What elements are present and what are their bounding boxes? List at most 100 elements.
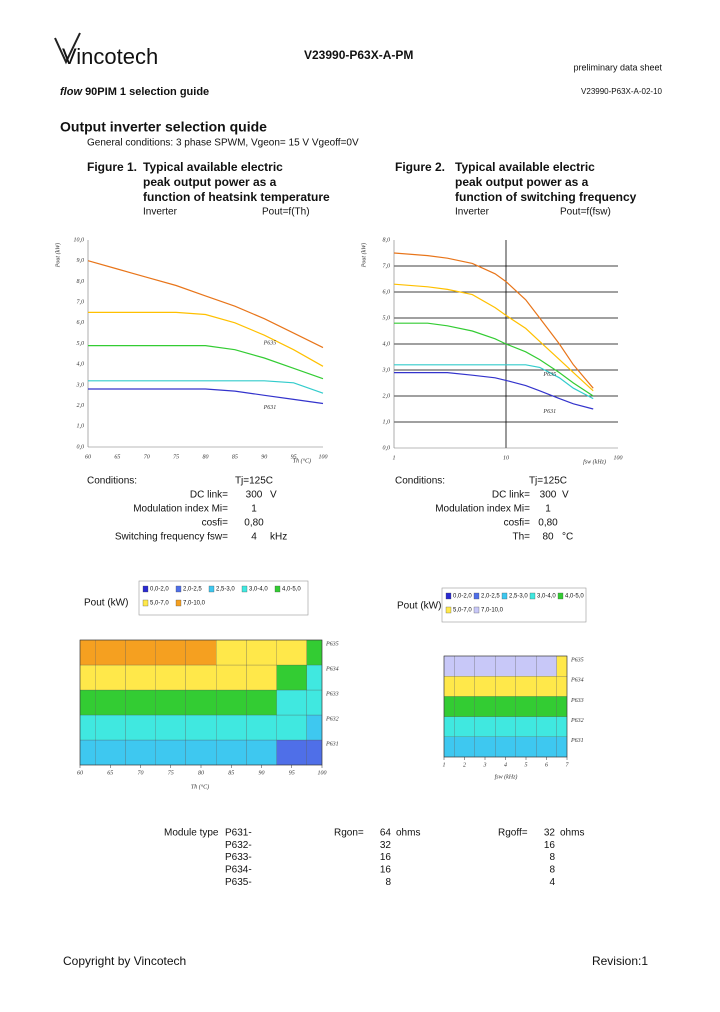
legend-label: 2,0-2,5 — [183, 587, 202, 593]
heat-cell — [95, 689, 126, 716]
heat-cell — [246, 639, 277, 666]
heat-cell — [185, 714, 217, 741]
x-tick-label: 95 — [291, 454, 297, 460]
heat-cell — [155, 664, 186, 691]
heat-cell — [536, 716, 557, 737]
heat-cell — [79, 639, 96, 666]
x-tick-label: 100 — [614, 455, 623, 461]
legend-label: 2,0-2,5 — [481, 594, 500, 600]
table-unit: ohms — [560, 828, 584, 839]
heat-cell — [246, 664, 277, 691]
legend-swatch — [445, 592, 452, 600]
curve-label: P631 — [542, 409, 556, 415]
module-type: P631- — [225, 828, 252, 839]
heat-cell — [454, 676, 475, 697]
heat-cell — [454, 736, 475, 758]
product-rest: 90PIM 1 selection guide — [85, 86, 209, 98]
y-tick-label: 3,0 — [76, 382, 85, 388]
legend-label: 5,0-7,0 — [150, 601, 169, 607]
heat-cell — [515, 676, 537, 697]
heat-cell — [79, 689, 96, 716]
y-tick-label: 7,0 — [77, 299, 85, 305]
series-line — [88, 380, 324, 394]
heat-cell — [495, 736, 516, 758]
x-axis-label: Th (°C) — [293, 457, 311, 464]
legend-label: 4,0-5,0 — [565, 594, 584, 600]
legend-swatch — [557, 592, 564, 600]
legend-swatch — [142, 585, 149, 593]
heat-cell — [515, 655, 537, 677]
y-tick-label: 0,0 — [383, 445, 391, 451]
doc-revision-id: V23990-P63X-A-02-10 — [581, 87, 662, 96]
x-tick-label: 2 — [463, 762, 466, 768]
figure-number: Figure 1. — [87, 160, 137, 174]
series-line — [88, 345, 324, 380]
condition-value: 300 — [540, 490, 557, 501]
heat-cell — [474, 676, 496, 697]
heat-cell — [185, 639, 217, 666]
y-tick-label: 8,0 — [77, 279, 85, 285]
logo: Vincotech — [62, 44, 158, 69]
series-line — [393, 252, 594, 389]
legend-label: 0,0-2,0 — [453, 594, 472, 600]
figure-function: Pout=f(fsw) — [560, 207, 611, 218]
revision: Revision:1 — [592, 954, 648, 968]
row-label: P634 — [570, 677, 584, 684]
heat-cell — [216, 739, 247, 766]
row-label: P633 — [325, 691, 339, 697]
legend-label: 2,5-3,0 — [216, 587, 235, 593]
x-tick-label: 65 — [107, 770, 113, 776]
heat-cell — [216, 664, 247, 691]
heat-cell — [246, 739, 277, 766]
heat-cell — [155, 714, 186, 741]
table-header: Rgon= — [334, 828, 364, 839]
row-label: P632 — [325, 716, 339, 722]
x-axis-label: Th (°C) — [191, 783, 209, 790]
heat-cell — [95, 739, 126, 766]
condition-label: Modulation index Mi= — [133, 504, 228, 515]
heat-cell — [443, 696, 455, 717]
condition-unit: V — [562, 490, 569, 501]
figure-title: Typical available electric — [455, 160, 595, 174]
doc-status: preliminary data sheet — [573, 62, 662, 72]
condition-value: Tj=125C — [235, 476, 273, 487]
legend-frame — [138, 580, 309, 616]
table-header: Module type — [164, 828, 219, 839]
row-label: P635 — [325, 641, 339, 647]
series-line — [88, 388, 324, 405]
heat-cell — [185, 664, 217, 691]
y-tick-label: 10,0 — [74, 237, 85, 243]
module-type: P632- — [225, 840, 252, 851]
heat-cell — [125, 714, 156, 741]
condition-label: cosfi= — [504, 518, 531, 529]
heat-cell — [216, 639, 247, 666]
heat-cell — [454, 655, 475, 677]
heat-cell — [536, 736, 557, 758]
condition-value: 300 — [246, 490, 263, 501]
x-tick-label: 6 — [545, 762, 548, 768]
heat-cell — [125, 664, 156, 691]
x-tick-label: 85 — [232, 454, 238, 460]
legend-title: Pout (kW) — [84, 598, 128, 609]
figure-title: function of switching frequency — [455, 190, 637, 204]
rgoff-value: 16 — [544, 840, 556, 851]
heat-cell — [216, 689, 247, 716]
figure-title: peak output power as a — [143, 175, 277, 189]
heat-cell — [443, 736, 455, 758]
y-tick-label: 2,0 — [383, 393, 391, 399]
series-line — [394, 322, 594, 397]
heat-cell — [216, 714, 247, 741]
heat-cell — [454, 696, 475, 717]
condition-label: Modulation index Mi= — [435, 504, 530, 515]
x-tick-label: 3 — [483, 762, 487, 768]
heat-cell — [306, 714, 323, 741]
condition-unit: kHz — [270, 532, 287, 543]
curve-label: P631 — [263, 405, 277, 411]
heat-cell — [556, 716, 568, 737]
heat-cell — [79, 714, 96, 741]
heat-cell — [185, 689, 217, 716]
figure-title: function of heatsink temperature — [143, 190, 330, 204]
y-tick-label: 5,0 — [383, 315, 391, 321]
condition-label: Switching frequency fsw= — [115, 532, 228, 543]
